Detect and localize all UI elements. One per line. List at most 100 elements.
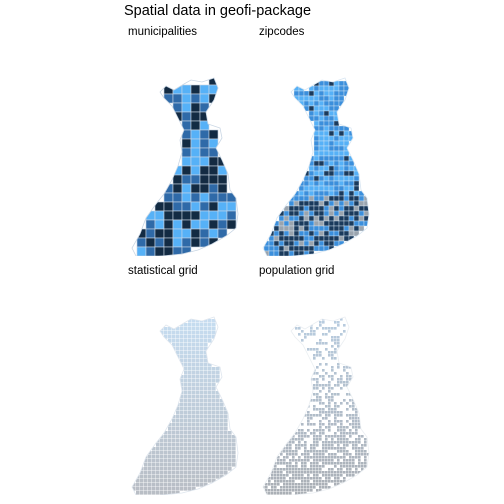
grid-cell xyxy=(331,345,334,348)
grid-cell xyxy=(313,486,316,489)
grid-cell xyxy=(295,474,298,477)
region xyxy=(318,220,325,227)
grid-cell xyxy=(216,467,220,471)
grid-cell xyxy=(192,343,196,347)
grid-cell xyxy=(232,459,236,463)
grid-cell xyxy=(319,450,322,453)
region xyxy=(333,170,340,177)
region xyxy=(353,195,360,202)
grid-cell xyxy=(168,447,172,451)
region xyxy=(313,175,320,182)
region xyxy=(348,180,355,187)
region xyxy=(190,138,201,149)
grid-cell xyxy=(200,431,204,435)
grid-cell xyxy=(325,333,328,336)
region xyxy=(298,200,305,207)
region xyxy=(190,192,201,203)
region xyxy=(318,85,325,92)
grid-cell xyxy=(325,474,328,477)
region xyxy=(338,160,345,167)
grid-cell xyxy=(322,402,325,405)
region xyxy=(308,105,315,112)
grid-cell xyxy=(212,403,216,407)
grid-cell xyxy=(200,327,204,331)
grid-cell xyxy=(188,431,192,435)
region xyxy=(338,125,345,132)
grid-cell xyxy=(172,463,176,467)
grid-cell xyxy=(304,441,307,444)
grid-cell xyxy=(180,339,184,343)
grid-cell xyxy=(220,447,224,451)
region xyxy=(217,174,228,185)
grid-cell xyxy=(304,480,307,483)
grid-cell xyxy=(304,453,307,456)
region xyxy=(318,90,325,97)
grid-cell xyxy=(307,423,310,426)
grid-cell xyxy=(148,475,152,479)
grid-cell xyxy=(216,427,220,431)
grid-cell xyxy=(337,345,340,348)
region xyxy=(308,175,315,182)
grid-cell xyxy=(310,471,313,474)
grid-cell xyxy=(313,354,316,357)
grid-cell xyxy=(196,399,200,403)
grid-cell xyxy=(184,351,188,355)
grid-cell xyxy=(212,471,216,475)
grid-cell xyxy=(271,486,274,489)
region xyxy=(313,220,320,227)
grid-cell xyxy=(355,471,358,474)
region xyxy=(308,210,315,217)
region xyxy=(328,190,335,197)
grid-cell xyxy=(204,343,208,347)
grid-cell xyxy=(286,483,289,486)
region xyxy=(163,93,174,104)
grid-cell xyxy=(319,435,322,438)
grid-cell xyxy=(172,475,176,479)
grid-cell xyxy=(358,450,361,453)
grid-cell xyxy=(196,375,200,379)
grid-cell xyxy=(148,459,152,463)
region xyxy=(199,183,210,194)
region xyxy=(348,190,355,197)
grid-cell xyxy=(184,435,188,439)
grid-cell xyxy=(355,465,358,468)
grid-cell xyxy=(337,411,340,414)
grid-cell xyxy=(204,399,208,403)
region xyxy=(338,90,345,97)
grid-cell xyxy=(176,439,180,443)
grid-cell xyxy=(325,411,328,414)
grid-cell xyxy=(184,455,188,459)
grid-cell xyxy=(316,453,319,456)
grid-cell xyxy=(301,471,304,474)
grid-cell xyxy=(298,468,301,471)
region xyxy=(323,160,330,167)
region xyxy=(313,230,320,237)
grid-cell xyxy=(307,456,310,459)
grid-cell xyxy=(352,462,355,465)
grid-cell xyxy=(316,474,319,477)
grid-cell xyxy=(212,419,216,423)
region xyxy=(333,220,340,227)
grid-cell xyxy=(361,462,364,465)
grid-cell xyxy=(340,474,343,477)
region xyxy=(190,165,201,176)
grid-cell xyxy=(188,467,192,471)
grid-cell xyxy=(289,471,292,474)
region xyxy=(181,219,192,230)
region xyxy=(190,210,201,221)
grid-cell xyxy=(200,367,204,371)
region xyxy=(181,228,192,239)
region xyxy=(199,138,210,149)
region xyxy=(328,85,335,92)
grid-cell xyxy=(136,483,140,487)
grid-cell xyxy=(196,347,200,351)
grid-cell xyxy=(188,371,192,375)
region xyxy=(353,225,360,232)
region xyxy=(338,220,345,227)
grid-cell xyxy=(355,438,358,441)
grid-cell xyxy=(204,367,208,371)
grid-cell xyxy=(367,453,369,456)
grid-cell xyxy=(328,384,331,387)
grid-cell xyxy=(355,450,358,453)
grid-cell xyxy=(184,419,188,423)
